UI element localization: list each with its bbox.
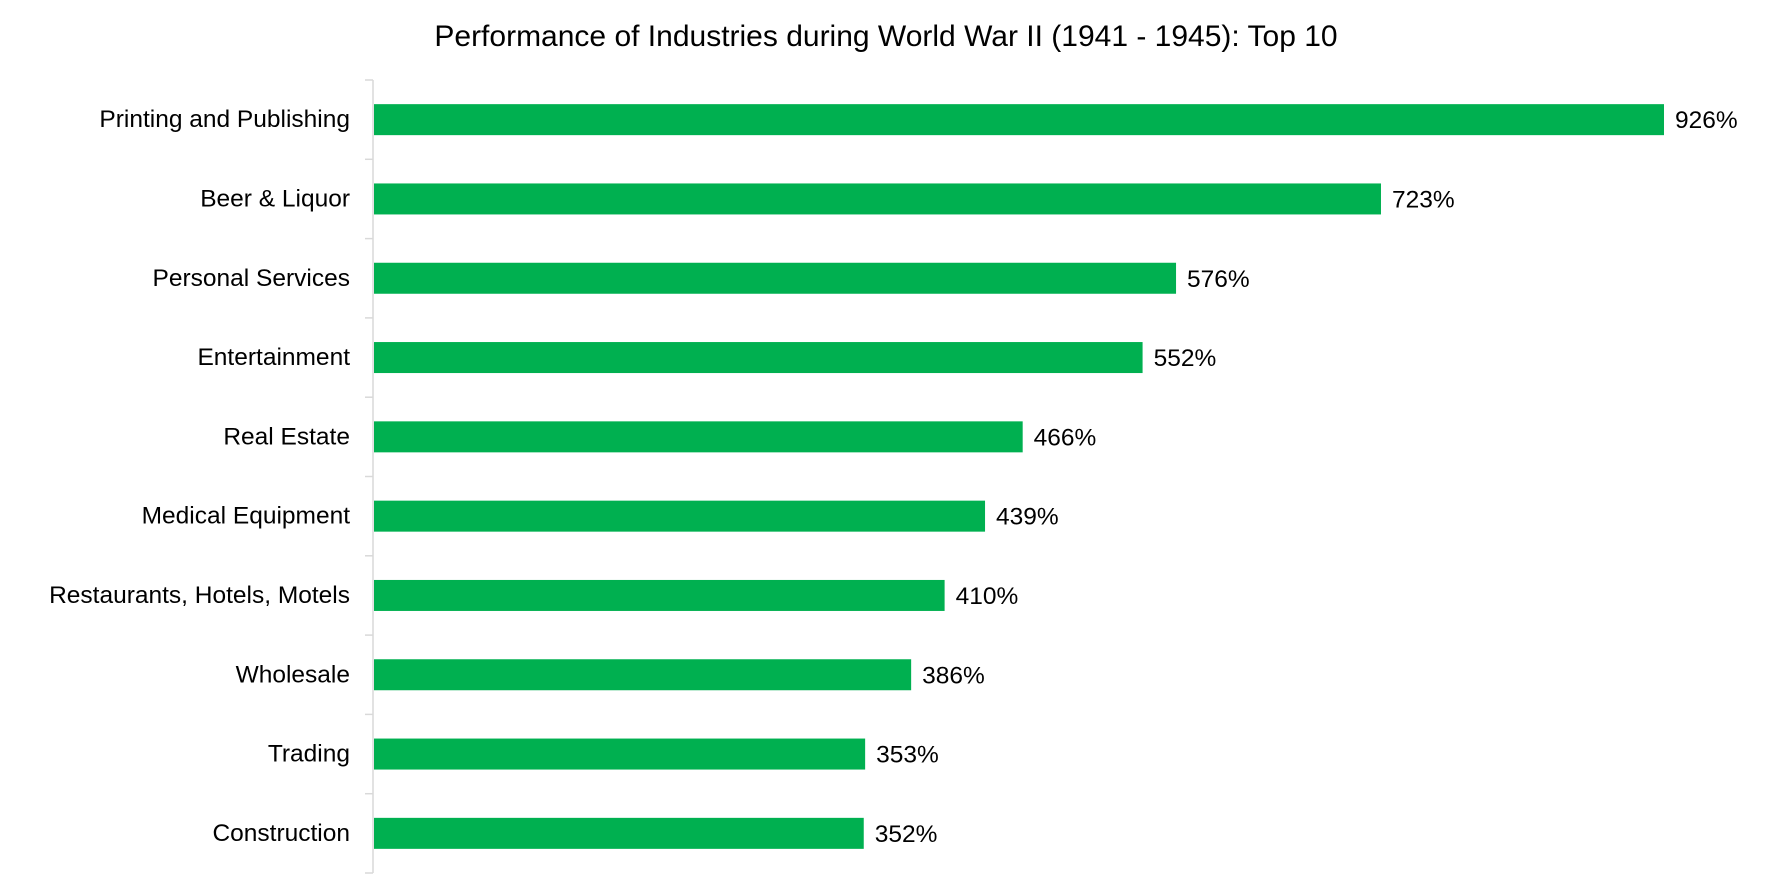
chart-title: Performance of Industries during World W… xyxy=(434,20,1337,53)
bar xyxy=(374,738,866,770)
data-label: 352% xyxy=(875,821,938,848)
bar xyxy=(374,104,1664,136)
value-labels: 926% 723% 576% 552% 466% 439% 410% 386% 353% 352% xyxy=(875,107,1738,848)
bar xyxy=(374,500,986,532)
category-label: Construction xyxy=(212,820,350,847)
category-label: Medical Equipment xyxy=(142,503,351,530)
data-label: 926% xyxy=(1675,107,1738,134)
bar xyxy=(374,817,864,849)
data-label: 353% xyxy=(876,742,939,769)
category-label: Wholesale xyxy=(236,661,350,688)
bar xyxy=(374,262,1177,294)
bar xyxy=(374,659,912,691)
bar xyxy=(374,421,1023,453)
data-label: 439% xyxy=(996,504,1059,531)
category-label: Restaurants, Hotels, Motels xyxy=(49,582,350,609)
bar xyxy=(374,579,945,611)
category-label: Personal Services xyxy=(153,265,350,292)
category-label: Trading xyxy=(268,741,350,768)
category-label: Beer & Liquor xyxy=(200,185,350,212)
data-label: 552% xyxy=(1154,345,1217,372)
data-label: 410% xyxy=(956,583,1019,610)
category-label: Entertainment xyxy=(197,344,350,371)
data-label: 576% xyxy=(1187,266,1250,293)
bar xyxy=(374,342,1143,374)
data-label: 466% xyxy=(1034,424,1097,451)
category-label: Printing and Publishing xyxy=(99,106,350,133)
category-label: Real Estate xyxy=(223,423,350,450)
data-label: 723% xyxy=(1392,186,1455,213)
category-labels: Printing and Publishing Beer & Liquor Pers… xyxy=(49,106,350,847)
y-axis xyxy=(365,79,374,874)
bars-group xyxy=(374,104,1664,849)
data-label: 386% xyxy=(922,662,985,689)
bar xyxy=(374,183,1381,215)
